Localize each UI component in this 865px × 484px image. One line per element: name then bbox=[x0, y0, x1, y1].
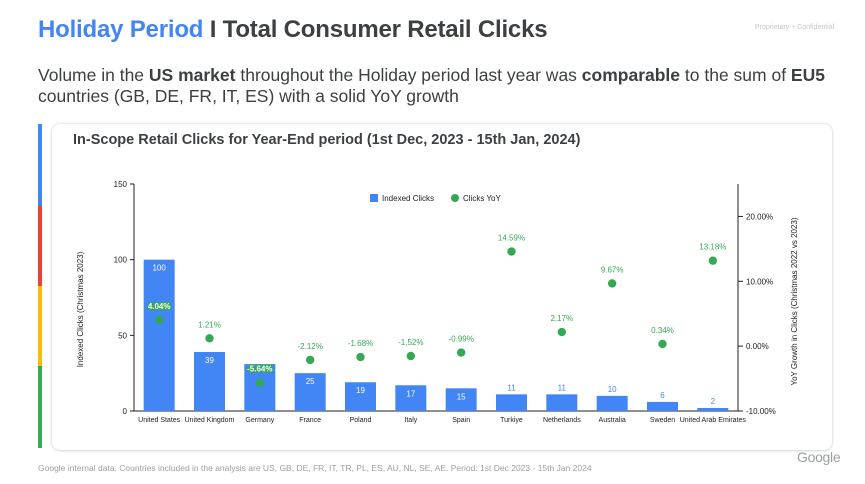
y-axis-label: Indexed Clicks (Christmas 2023) bbox=[76, 251, 85, 367]
bar-indexed-clicks bbox=[345, 382, 376, 411]
google-logo: Google bbox=[797, 449, 841, 465]
x-axis-tick-label: Turkiye bbox=[500, 417, 523, 424]
dot-clicks-yoy bbox=[255, 378, 265, 387]
bar-value-label: 17 bbox=[406, 389, 415, 398]
proprietary-label: Proprietary + Confidential bbox=[755, 24, 835, 31]
chart-title: In-Scope Retail Clicks for Year-End peri… bbox=[73, 132, 581, 148]
dot-value-label: 1.21% bbox=[198, 320, 221, 329]
accent-stripe-green bbox=[38, 366, 42, 448]
dot-clicks-yoy bbox=[658, 339, 667, 349]
x-axis-tick-label: Germany bbox=[245, 417, 274, 424]
dot-clicks-yoy bbox=[356, 352, 365, 362]
bar-value-label: 6 bbox=[660, 391, 665, 400]
x-axis-tick-label: Spain bbox=[452, 417, 470, 424]
slide-title-accent: Holiday Period bbox=[38, 16, 204, 43]
dot-clicks-yoy bbox=[507, 247, 516, 256]
legend-swatch-indexed-clicks bbox=[370, 194, 378, 202]
x-axis-tick-label: Italy bbox=[404, 417, 417, 424]
dot-value-label: 9.67% bbox=[601, 265, 624, 274]
y2-axis-tick-label: 0.00% bbox=[746, 342, 769, 351]
footnote: Google internal data. Countries included… bbox=[38, 463, 592, 473]
dot-clicks-yoy bbox=[305, 355, 315, 365]
bar-indexed-clicks bbox=[194, 351, 225, 411]
y2-axis-tick-label: 10.00% bbox=[746, 277, 773, 286]
dot-clicks-yoy bbox=[708, 256, 718, 265]
bar-value-label: 11 bbox=[558, 383, 567, 392]
dot-value-label: 2.17% bbox=[550, 314, 573, 323]
bar-indexed-clicks bbox=[244, 364, 276, 411]
chart: 0 50 100 150 -10.00% 0.00% 10.00% 20.00% Indexed… bbox=[76, 180, 799, 424]
dot-clicks-yoy bbox=[557, 327, 567, 337]
bar-indexed-clicks bbox=[647, 401, 678, 411]
accent-stripe-yellow bbox=[38, 286, 42, 366]
dot-value-label: -0.99% bbox=[448, 335, 473, 344]
dot-value-label: 0.34% bbox=[651, 326, 674, 335]
x-axis-tick-label: United States bbox=[138, 417, 181, 424]
dot-value-label: 4.04% bbox=[148, 302, 171, 311]
x-axis-tick-label: Australia bbox=[599, 417, 626, 424]
dot-clicks-yoy bbox=[406, 351, 416, 361]
bar-value-label: 19 bbox=[356, 386, 365, 395]
bar-value-label: 100 bbox=[152, 264, 166, 273]
bar-value-label: 15 bbox=[457, 392, 466, 401]
x-axis-tick-label: Sweden bbox=[650, 417, 675, 424]
bar-indexed-clicks bbox=[697, 407, 729, 411]
subtitle-bold-3: EU5 bbox=[790, 65, 825, 85]
dot-clicks-yoy bbox=[205, 334, 214, 343]
x-axis-tick-label: Poland bbox=[350, 417, 372, 424]
bar-indexed-clicks bbox=[143, 259, 175, 411]
dot-value-label: -2.12% bbox=[297, 342, 322, 351]
subtitle-text-4: countries (GB, DE, FR, IT, ES) with a so… bbox=[38, 86, 459, 106]
bar-indexed-clicks bbox=[496, 394, 527, 411]
bar-value-label: 10 bbox=[608, 385, 617, 394]
dot-value-label: -5.64% bbox=[247, 365, 272, 374]
dot-value-label: -1.52% bbox=[398, 338, 423, 347]
accent-stripe-blue bbox=[38, 124, 42, 206]
y-axis-tick-label: 0 bbox=[123, 407, 128, 416]
y-axis-tick-label: 50 bbox=[118, 331, 127, 340]
bar-indexed-clicks bbox=[546, 394, 578, 411]
subtitle-text-3: to the sum of bbox=[680, 65, 791, 85]
y2-axis-tick-label: 20.00% bbox=[746, 212, 773, 221]
subtitle-text-2: throughout the Holiday period last year … bbox=[235, 65, 582, 85]
y-axis-tick-label: 150 bbox=[114, 180, 128, 189]
legend-label-indexed-clicks: Indexed Clicks bbox=[382, 194, 434, 203]
y2-axis-tick-label: -10.00% bbox=[746, 407, 776, 416]
slide-title-rest: I Total Consumer Retail Clicks bbox=[203, 16, 548, 43]
legend-swatch-clicks-yoy bbox=[451, 194, 459, 202]
bar-value-label: 11 bbox=[507, 383, 516, 392]
bar-indexed-clicks bbox=[445, 388, 477, 411]
dot-clicks-yoy bbox=[154, 315, 164, 325]
slide-title: Holiday Period I Total Consumer Retail C… bbox=[38, 16, 548, 44]
y2-axis-label: YoY Growth in Clicks (Christmas 2022 vs … bbox=[790, 217, 799, 385]
x-axis-tick-label: Netherlands bbox=[543, 417, 581, 424]
subtitle-bold-2: comparable bbox=[581, 65, 681, 85]
bar-value-label: 39 bbox=[205, 356, 214, 365]
x-axis-tick-label: United Arab Emirates bbox=[680, 417, 747, 424]
x-axis-tick-label: France bbox=[299, 417, 321, 424]
accent-stripe-red bbox=[38, 206, 42, 286]
bar-value-label: 2 bbox=[711, 397, 716, 406]
dot-value-label: 13.18% bbox=[699, 243, 726, 252]
bar-indexed-clicks bbox=[294, 373, 326, 411]
dot-value-label: -1.68% bbox=[348, 339, 373, 348]
dot-value-label: 14.59% bbox=[498, 234, 525, 243]
bar-value-label: 25 bbox=[306, 377, 315, 386]
bar-indexed-clicks bbox=[395, 385, 427, 411]
legend-label-clicks-yoy: Clicks YoY bbox=[463, 194, 501, 203]
chart-card bbox=[52, 124, 832, 450]
dot-clicks-yoy bbox=[607, 279, 617, 288]
slide-subtitle: Volume in the US market throughout the H… bbox=[38, 65, 838, 107]
y-axis-tick-label: 100 bbox=[114, 256, 128, 265]
subtitle-text-1: Volume in the bbox=[38, 65, 149, 85]
bar-indexed-clicks bbox=[596, 395, 628, 411]
dot-clicks-yoy bbox=[456, 348, 466, 357]
subtitle-bold-1: US market bbox=[148, 65, 236, 85]
x-axis-tick-label: United Kingdom bbox=[185, 417, 235, 424]
